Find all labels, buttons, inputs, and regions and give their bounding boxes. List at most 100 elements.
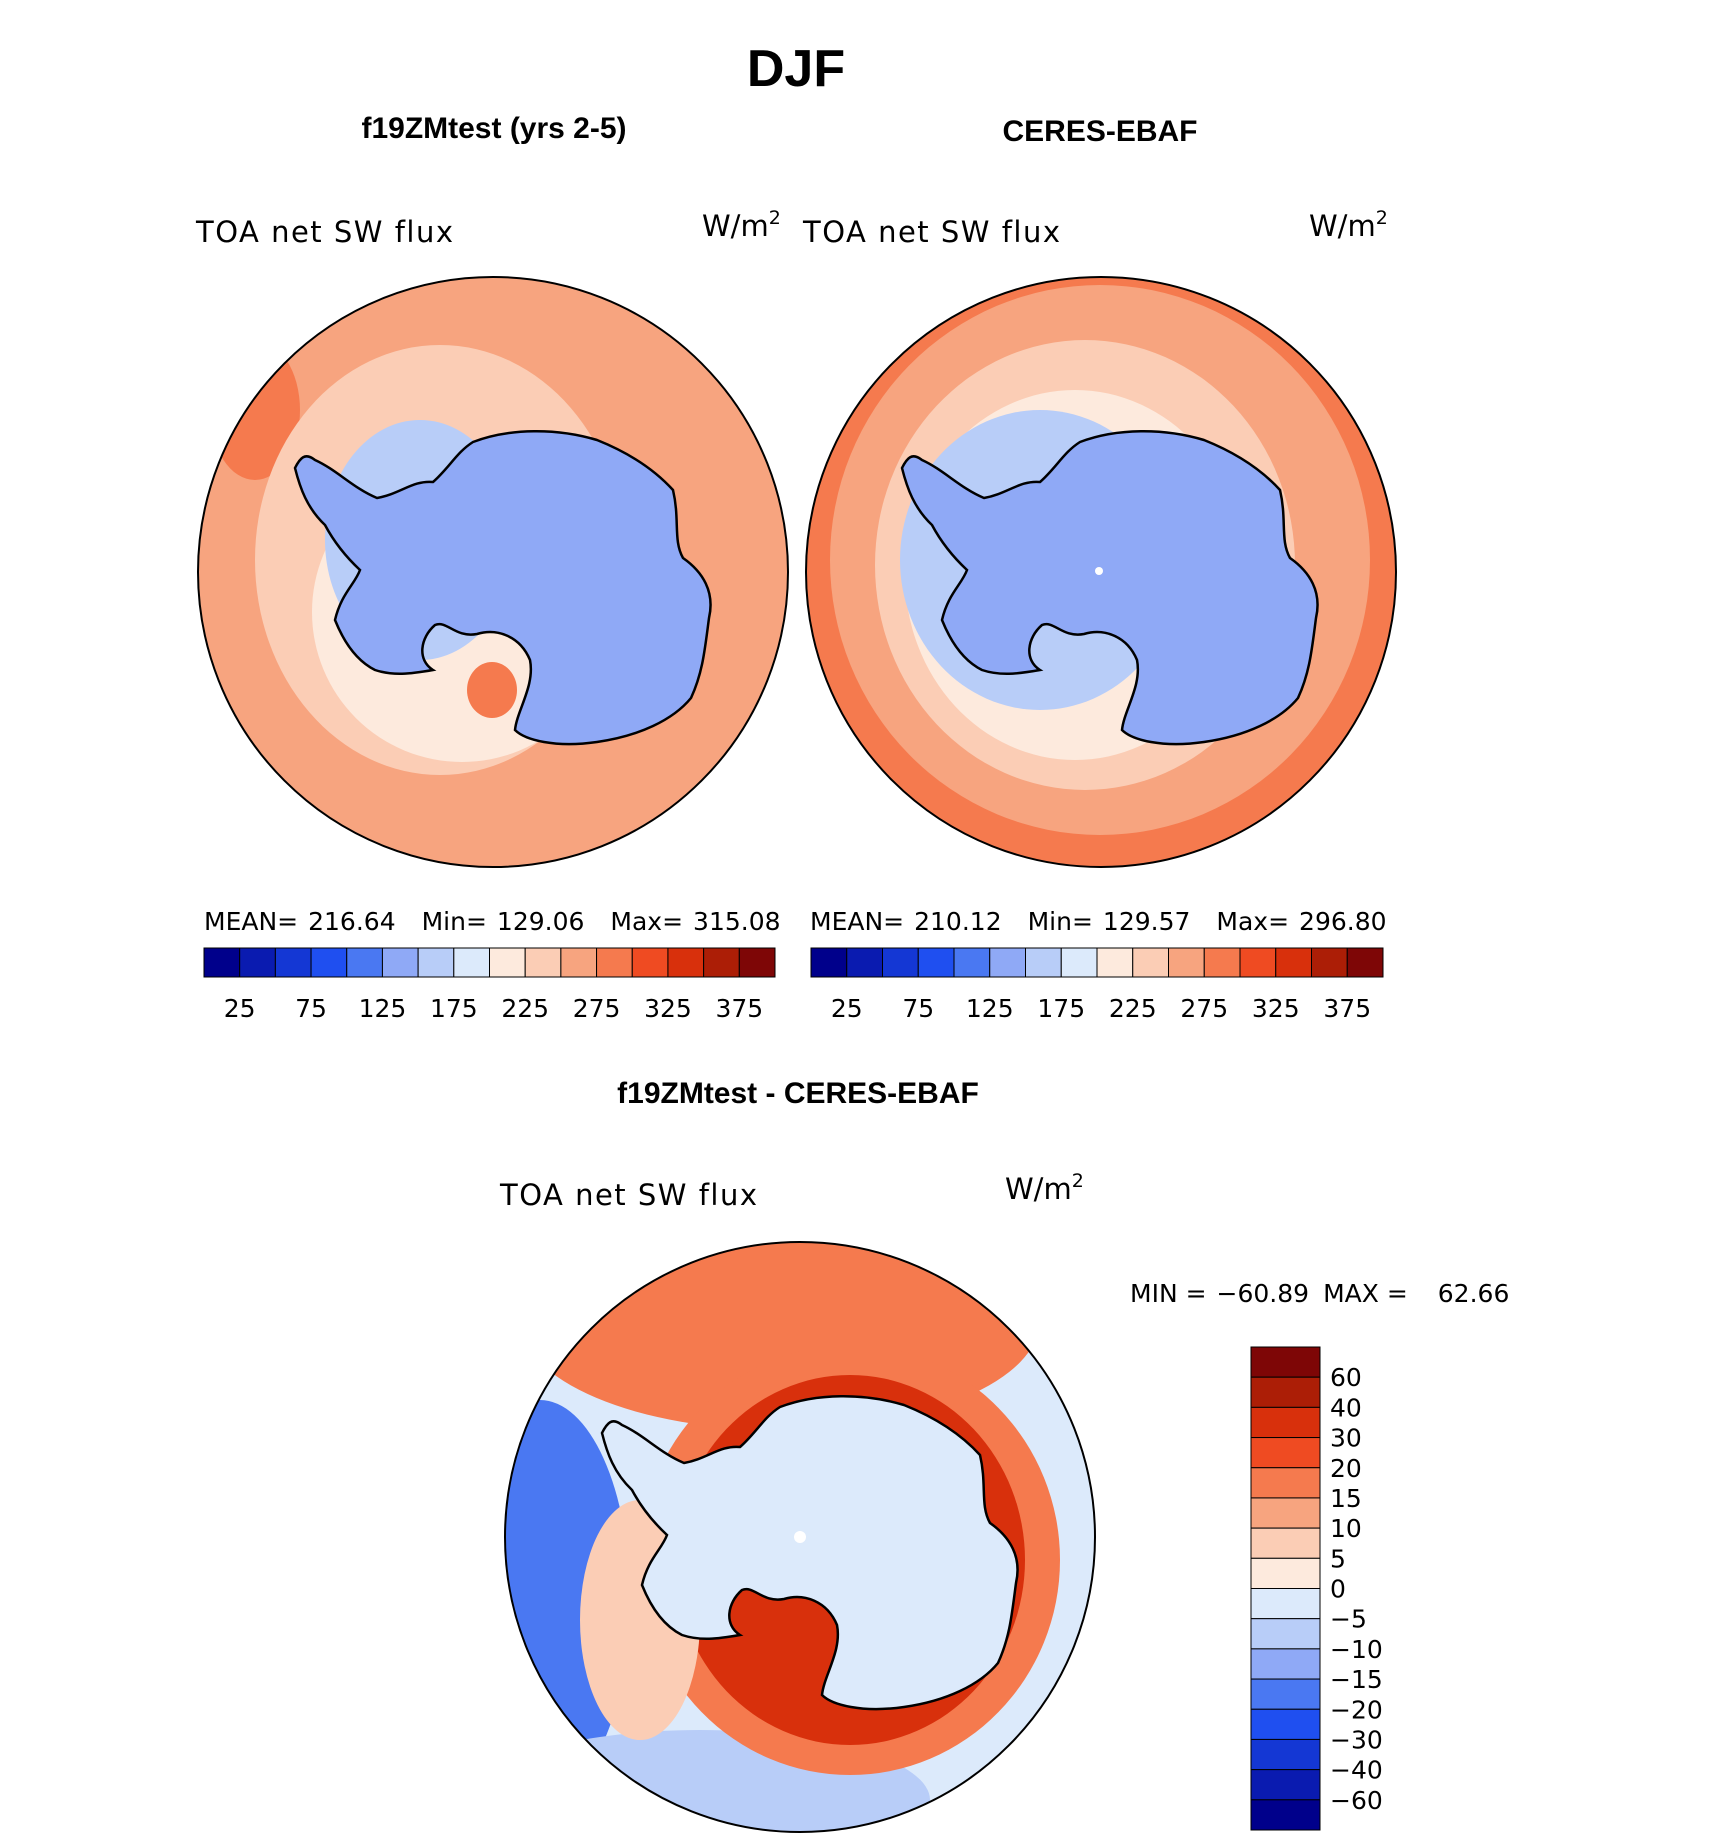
units-base: W/m: [702, 209, 769, 243]
map-border: [504, 1241, 1096, 1833]
map-neg-left: [505, 1400, 630, 1800]
units-exponent: 2: [1376, 207, 1388, 229]
colorbar-box: [1250, 1799, 1321, 1831]
panel-difference: TOA net SW flux W/m2 MIN = −60.89 MAX = 62.…: [499, 1170, 1509, 1833]
max-value: 315.08: [693, 907, 780, 936]
colorbar-tick-label: 375: [715, 994, 763, 1023]
colorbar-box: [1250, 1738, 1321, 1771]
max-label: Max=: [610, 907, 683, 936]
colorbar-box: [453, 947, 490, 978]
stats-line: MIN = −60.89 MAX = 62.66: [1130, 1279, 1509, 1308]
min-value: 129.06: [497, 907, 584, 936]
colorbar-tick-label: 225: [1109, 994, 1157, 1023]
colorbar-box: [917, 947, 955, 978]
variable-label: TOA net SW flux: [802, 215, 1062, 249]
stats-line: MEAN= 216.64 Min= 129.06 Max= 315.08: [204, 907, 781, 936]
colorbar-box: [1250, 1437, 1321, 1469]
south-pole-dot: [1095, 567, 1103, 575]
colorbar-box: [1275, 947, 1312, 978]
colorbar-tick-label: −5: [1330, 1605, 1367, 1634]
min-label: MIN =: [1130, 1279, 1207, 1308]
colorbar-box: [489, 947, 526, 978]
colorbar-tick-label: 0: [1330, 1575, 1346, 1604]
colorbar-box: [1239, 947, 1277, 978]
variable-label: TOA net SW flux: [499, 1178, 759, 1212]
colorbar-box: [738, 947, 776, 978]
colorbar-box: [1346, 947, 1384, 978]
colorbar-box: [631, 947, 669, 978]
diff-panel-title: f19ZMtest - CERES-EBAF: [617, 1077, 979, 1110]
units-base: W/m: [1309, 209, 1376, 243]
right-panel-title: CERES-EBAF: [1002, 115, 1197, 148]
colorbar-box: [310, 947, 348, 978]
colorbar-box: [417, 947, 455, 978]
colorbar-box: [203, 947, 241, 978]
polar-map: [198, 277, 788, 867]
colorbar-box: [667, 947, 705, 978]
colorbar-box: [560, 947, 598, 978]
colorbar-box: [1250, 1467, 1321, 1499]
colorbar-box: [239, 947, 276, 978]
colorbar-box: [1250, 1527, 1321, 1559]
colorbar-tick-label: −20: [1330, 1695, 1383, 1724]
colorbar-tick-label: 325: [1252, 994, 1300, 1023]
map-border: [805, 276, 1397, 868]
variable-label: TOA net SW flux: [195, 215, 455, 249]
colorbar-tick-label: 125: [966, 994, 1014, 1023]
colorbar-tick-label: 25: [224, 994, 256, 1023]
panel-observation: TOA net SW flux W/m2 MEAN= 210.12 Min= 129.…: [802, 207, 1397, 1023]
colorbar: 25 75 125 175 225 275 325 375: [203, 947, 776, 1023]
mean-value: 210.12: [914, 907, 1001, 936]
mean-label: MEAN=: [810, 907, 904, 936]
units-exponent: 2: [769, 207, 781, 229]
colorbar-box: [524, 947, 562, 978]
colorbar-tick-label: 10: [1330, 1514, 1362, 1543]
colorbar-box: [1250, 1376, 1321, 1408]
min-value: −60.89: [1217, 1279, 1310, 1308]
colorbar-tick-label: 30: [1330, 1424, 1362, 1453]
colorbar-tick-label: 225: [501, 994, 549, 1023]
colorbar-box: [703, 947, 740, 978]
colorbar-box: [274, 947, 312, 978]
colorbar-box: [1250, 1648, 1321, 1680]
colorbar-tick-label: 325: [644, 994, 692, 1023]
stats-line: MEAN= 210.12 Min= 129.57 Max= 296.80: [810, 907, 1387, 936]
colorbar-box: [953, 947, 991, 978]
colorbar-tick-label: 275: [1180, 994, 1228, 1023]
colorbar-tick-label: 20: [1330, 1454, 1362, 1483]
colorbar-box: [1250, 1769, 1321, 1801]
colorbar-box: [1250, 1708, 1321, 1740]
units-label: W/m2: [1309, 207, 1388, 243]
colorbar-tick-label: −40: [1330, 1756, 1383, 1785]
min-label: Min=: [422, 907, 487, 936]
colorbar-tick-label: 125: [359, 994, 407, 1023]
colorbar-tick-label: −30: [1330, 1725, 1383, 1754]
colorbar-box: [1250, 1406, 1321, 1439]
min-value: 129.57: [1103, 907, 1190, 936]
colorbar-box: [1168, 947, 1205, 978]
colorbar-tick-label: −60: [1330, 1786, 1383, 1815]
colorbar-box: [1250, 1557, 1321, 1589]
colorbar-box: [1250, 1588, 1321, 1620]
colorbar-box: [846, 947, 883, 978]
colorbar-tick-label: 175: [1037, 994, 1085, 1023]
colorbar-box: [346, 947, 383, 978]
colorbar-tick-label: 60: [1330, 1363, 1362, 1392]
mean-label: MEAN=: [204, 907, 298, 936]
colorbar-box: [1203, 947, 1241, 978]
units-exponent: 2: [1072, 1170, 1084, 1192]
colorbar-tick-label: −10: [1330, 1635, 1383, 1664]
colorbar-tick-label: 15: [1330, 1484, 1362, 1513]
colorbar-box: [1250, 1618, 1321, 1650]
figure-title: DJF: [747, 40, 845, 98]
units-label: W/m2: [1005, 1170, 1084, 1206]
max-value: 296.80: [1299, 907, 1386, 936]
colorbar-tick-label: 5: [1330, 1544, 1346, 1573]
mean-value: 216.64: [308, 907, 395, 936]
max-value: 62.66: [1438, 1279, 1510, 1308]
colorbar-box: [989, 947, 1026, 978]
colorbar-tick-label: 275: [573, 994, 621, 1023]
left-panel-title: f19ZMtest (yrs 2-5): [361, 112, 626, 145]
